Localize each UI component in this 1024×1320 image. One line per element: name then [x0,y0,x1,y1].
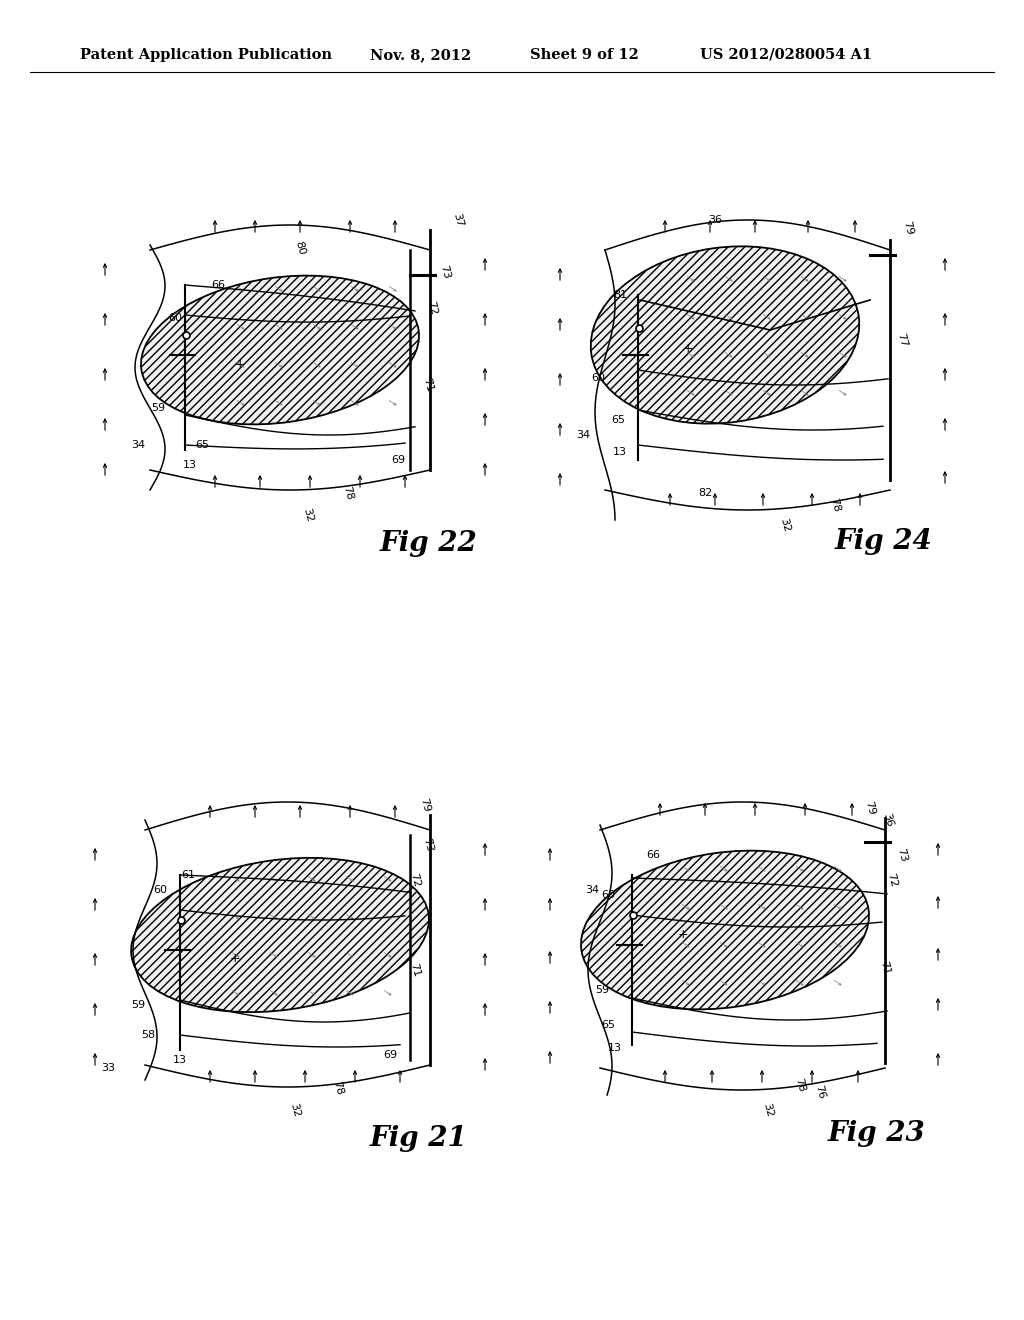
Text: 79: 79 [419,797,432,813]
Text: +: + [683,342,693,355]
Text: 71: 71 [879,960,892,975]
Text: Fig 21: Fig 21 [370,1125,468,1152]
Ellipse shape [131,858,429,1012]
Text: 65: 65 [195,440,209,450]
Text: 79: 79 [901,220,914,236]
Text: 36: 36 [708,215,722,224]
Text: 59: 59 [595,985,609,995]
Text: 13: 13 [613,447,627,457]
Text: 72: 72 [425,300,438,317]
Text: 69: 69 [391,455,406,465]
Text: 73: 73 [895,847,908,863]
Text: 60: 60 [153,884,167,895]
Text: US 2012/0280054 A1: US 2012/0280054 A1 [700,48,872,62]
Text: 60: 60 [591,374,605,383]
Text: 78: 78 [341,484,354,502]
Text: 79: 79 [863,800,877,816]
Text: 72: 72 [409,871,422,888]
Text: 34: 34 [131,440,145,450]
Text: 65: 65 [611,414,625,425]
Text: 72: 72 [886,871,899,888]
Ellipse shape [581,850,869,1010]
Text: 78: 78 [794,1077,807,1093]
Text: +: + [229,952,241,965]
Text: 58: 58 [141,1030,155,1040]
Text: 13: 13 [183,459,197,470]
Text: Fig 22: Fig 22 [380,531,478,557]
Text: 59: 59 [151,403,165,413]
Text: 77: 77 [895,331,908,348]
Ellipse shape [141,276,419,425]
Text: 71: 71 [421,378,434,393]
Text: 81: 81 [613,290,627,300]
Text: 73: 73 [421,837,434,853]
Text: 60: 60 [168,313,182,323]
Text: Fig 23: Fig 23 [828,1119,926,1147]
Text: 34: 34 [585,884,599,895]
Text: 32: 32 [761,1102,775,1118]
Text: 32: 32 [289,1102,302,1118]
Text: 60: 60 [601,890,615,900]
Text: 59: 59 [131,1001,145,1010]
Text: 80: 80 [293,240,306,256]
Text: Fig 24: Fig 24 [835,528,933,554]
Text: 78: 78 [828,496,842,513]
Text: +: + [234,359,246,371]
Text: 65: 65 [601,1020,615,1030]
Text: 78: 78 [332,1080,345,1096]
Text: 34: 34 [575,430,590,440]
Text: 13: 13 [173,1055,187,1065]
Text: 13: 13 [608,1043,622,1053]
Text: 33: 33 [101,1063,115,1073]
Text: 66: 66 [211,280,225,290]
Text: 37: 37 [452,213,465,228]
Text: 61: 61 [181,870,195,880]
Text: Sheet 9 of 12: Sheet 9 of 12 [530,48,639,62]
Text: Nov. 8, 2012: Nov. 8, 2012 [370,48,471,62]
Text: 82: 82 [698,488,712,498]
Text: 71: 71 [409,962,422,978]
Text: 36: 36 [882,812,895,828]
Ellipse shape [591,247,859,424]
Text: 69: 69 [383,1049,397,1060]
Text: 32: 32 [301,507,314,523]
Text: 73: 73 [438,264,452,280]
Text: +: + [678,928,688,941]
Text: 76: 76 [813,1084,826,1100]
Text: 32: 32 [778,517,792,533]
Text: Patent Application Publication: Patent Application Publication [80,48,332,62]
Text: 66: 66 [646,850,660,861]
